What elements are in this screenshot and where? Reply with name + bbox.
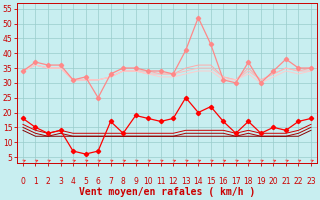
X-axis label: Vent moyen/en rafales ( km/h ): Vent moyen/en rafales ( km/h ) (79, 187, 255, 197)
